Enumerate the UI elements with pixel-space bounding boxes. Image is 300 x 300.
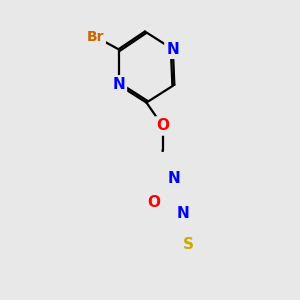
Text: N: N [167,42,179,57]
Text: Br: Br [86,30,104,44]
Text: N: N [177,206,189,221]
Text: N: N [112,77,125,92]
Text: O: O [156,118,169,134]
Text: O: O [148,195,160,210]
Text: S: S [183,237,194,252]
Text: N: N [168,171,181,186]
